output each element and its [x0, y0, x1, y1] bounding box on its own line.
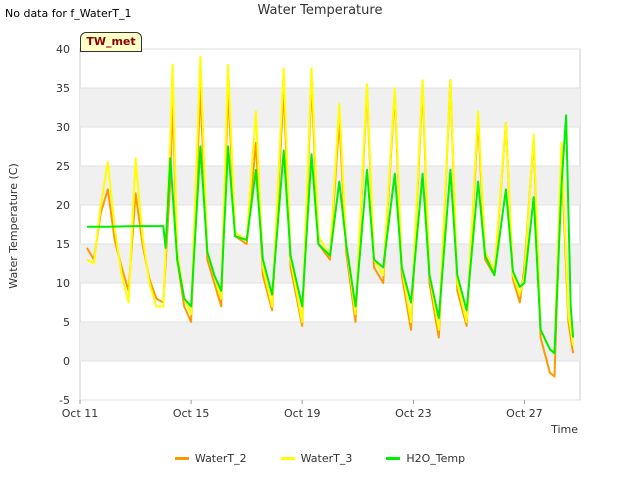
y-tick-label: 30 [56, 121, 70, 134]
legend-label: WaterT_2 [194, 452, 247, 465]
x-tick-label: Oct 19 [284, 407, 321, 420]
y-tick-label: 5 [63, 316, 70, 329]
no-data-notice: No data for f_WaterT_1 [5, 7, 132, 20]
y-ticks: -5 0 5 10 15 20 25 30 35 40 [56, 43, 70, 407]
legend-swatch [280, 457, 295, 460]
legend-label: WaterT_3 [300, 452, 353, 465]
x-tick-label: Oct 27 [506, 407, 543, 420]
y-tick-label: 0 [63, 355, 70, 368]
grid-bands [79, 48, 581, 401]
series-lines [86, 55, 575, 378]
y-tick-label: -5 [59, 394, 70, 407]
legend-swatch [174, 457, 189, 460]
legend-label: H2O_Temp [406, 452, 466, 465]
series-line-h2o-temp [86, 114, 575, 355]
chart-title: Water Temperature [257, 3, 383, 18]
y-tick-label: 20 [56, 199, 70, 212]
grid-band [80, 166, 580, 205]
y-tick-label: 25 [56, 160, 70, 173]
y-tick-label: 10 [56, 277, 70, 290]
y-tick-label: 35 [56, 82, 70, 95]
legend-item-watert-2: WaterT_2 [174, 452, 247, 465]
legend: WaterT_2 WaterT_3 H2O_Temp [0, 452, 640, 465]
series-line-watert-3 [86, 55, 575, 355]
y-tick-label: 15 [56, 238, 70, 251]
legend-swatch [386, 457, 401, 460]
grid-band [80, 88, 580, 127]
legend-item-watert-3: WaterT_3 [280, 452, 353, 465]
grid-band [80, 322, 580, 361]
x-tick-label: Oct 23 [395, 407, 432, 420]
legend-item-h2o-temp: H2O_Temp [386, 452, 465, 465]
site-badge: TW_met [80, 32, 142, 52]
x-axis-label: Time [550, 423, 578, 436]
x-ticks: Oct 11 Oct 15 Oct 19 Oct 23 Oct 27 [62, 400, 543, 420]
y-axis-label: Water Temperature (C) [7, 163, 20, 288]
x-tick-label: Oct 15 [173, 407, 210, 420]
x-tick-label: Oct 11 [62, 407, 99, 420]
y-tick-label: 40 [56, 43, 70, 56]
